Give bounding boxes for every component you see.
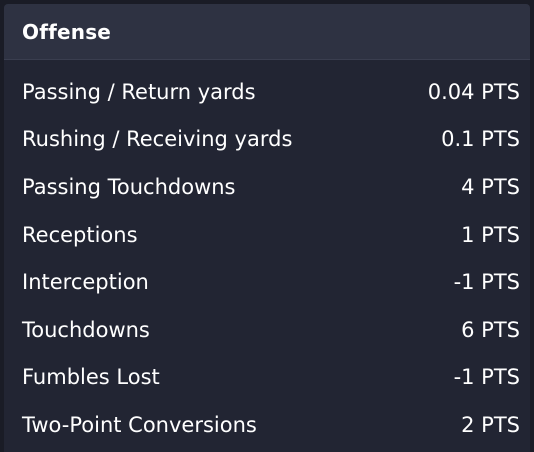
scoring-rule-label: Fumbles Lost	[22, 365, 160, 390]
scoring-points-value: 0.1 PTS	[441, 127, 520, 152]
scoring-row-passing-return-yards: Passing / Return yards 0.04 PTS	[4, 68, 530, 116]
scoring-points-value: 0.04 PTS	[427, 79, 520, 104]
scoring-rule-label: Two-Point Conversions	[22, 412, 257, 437]
scoring-rule-label: Passing / Return yards	[22, 79, 256, 104]
scoring-row-fumbles-lost: Fumbles Lost -1 PTS	[4, 354, 530, 402]
scoring-row-receptions: Receptions 1 PTS	[4, 211, 530, 259]
scoring-rule-label: Receptions	[22, 222, 138, 247]
scoring-row-interception: Interception -1 PTS	[4, 258, 530, 306]
offense-scoring-panel: Offense Passing / Return yards 0.04 PTS …	[4, 4, 530, 452]
scoring-list: Passing / Return yards 0.04 PTS Rushing …	[4, 60, 530, 449]
scoring-points-value: 2 PTS	[461, 412, 520, 437]
scoring-points-value: -1 PTS	[453, 270, 520, 295]
scoring-row-rushing-receiving-yards: Rushing / Receiving yards 0.1 PTS	[4, 116, 530, 164]
scoring-rule-label: Interception	[22, 270, 149, 295]
scoring-rule-label: Touchdowns	[22, 317, 150, 342]
scoring-points-value: 4 PTS	[461, 174, 520, 199]
scoring-row-touchdowns: Touchdowns 6 PTS	[4, 306, 530, 354]
scoring-points-value: 6 PTS	[461, 317, 520, 342]
scoring-points-value: 1 PTS	[461, 222, 520, 247]
scoring-rule-label: Passing Touchdowns	[22, 174, 236, 199]
panel-header: Offense	[4, 4, 530, 60]
scoring-rule-label: Rushing / Receiving yards	[22, 127, 293, 152]
scoring-row-two-point-conversions: Two-Point Conversions 2 PTS	[4, 401, 530, 449]
panel-title: Offense	[22, 19, 112, 44]
scoring-points-value: -1 PTS	[453, 365, 520, 390]
scoring-row-passing-touchdowns: Passing Touchdowns 4 PTS	[4, 163, 530, 211]
